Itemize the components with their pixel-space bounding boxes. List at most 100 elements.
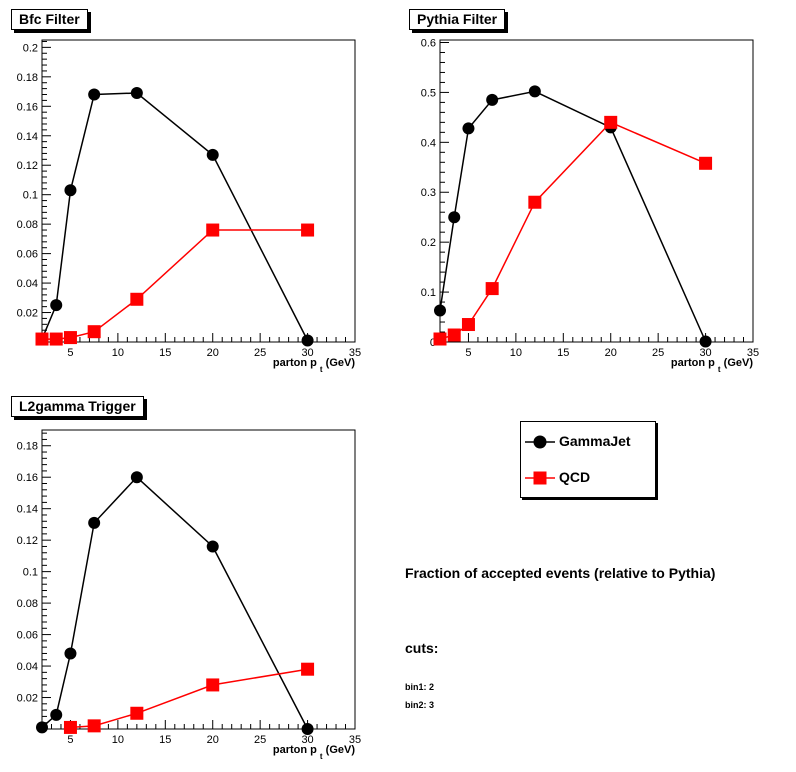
- legend-item-gammajet: GammaJet: [521, 427, 655, 457]
- data-point: [206, 223, 220, 237]
- y-tick-label: 0.04: [17, 278, 38, 290]
- y-tick-label: 0.02: [17, 693, 38, 705]
- data-point: [528, 85, 541, 98]
- y-tick-label: 0.12: [17, 160, 38, 172]
- data-point: [36, 721, 48, 734]
- y-tick-label: 0.14: [17, 131, 38, 143]
- data-point: [301, 662, 315, 676]
- plot-frame: [41, 39, 356, 343]
- x-axis-label: parton p t (GeV): [273, 357, 355, 374]
- legend-item-qcd: QCD: [521, 463, 655, 493]
- series-line: [41, 92, 309, 341]
- y-tick-label: 0.04: [17, 661, 38, 673]
- plot-frame: [41, 429, 356, 730]
- data-point: [486, 93, 499, 106]
- data-point: [301, 723, 314, 735]
- x-tick-label: 25: [652, 347, 664, 359]
- x-tick-label: 25: [254, 347, 266, 359]
- data-point: [434, 304, 446, 317]
- square-marker-icon: [525, 471, 555, 485]
- x-tick-label: 5: [67, 347, 73, 359]
- data-point: [35, 332, 49, 346]
- data-point: [301, 334, 314, 347]
- series-line: [439, 90, 707, 342]
- plot-panel-2: 5 10 15 20 25 30 35 0 0.1 0.2 0.3 0.4 0.5 0.6 parton p…: [421, 37, 759, 374]
- y-tick-label: 0.16: [17, 472, 38, 484]
- series-line: [41, 476, 309, 730]
- y-tick-label: 0.06: [17, 249, 38, 261]
- x-tick-label: 30: [301, 347, 313, 359]
- data-point: [448, 211, 461, 224]
- data-point: [433, 332, 447, 346]
- cuts-bin2: bin2: 3: [405, 700, 435, 710]
- legend-label: QCD: [559, 469, 591, 485]
- y-tick-label: 0.1: [23, 567, 38, 579]
- x-tick-label: 15: [159, 347, 171, 359]
- data-point: [461, 318, 475, 332]
- y-tick-label: 0: [430, 337, 436, 349]
- data-point: [88, 88, 101, 101]
- data-point: [130, 87, 143, 100]
- series-gammajet: [36, 471, 314, 735]
- legend: GammaJet QCD: [520, 421, 656, 498]
- y-tick-label: 0.16: [17, 101, 38, 113]
- data-point: [485, 282, 499, 296]
- y-tick-label: 0.2: [421, 237, 436, 249]
- series-line: [439, 121, 706, 340]
- data-point: [462, 122, 475, 135]
- data-point: [50, 299, 63, 312]
- x-axis-label: parton p t (GeV): [671, 357, 753, 374]
- x-tick-label: 10: [112, 734, 124, 746]
- data-point: [88, 516, 101, 529]
- data-point: [63, 331, 77, 345]
- x-tick-label: 20: [207, 347, 219, 359]
- x-tick-label: 15: [557, 347, 569, 359]
- y-tick-label: 0.6: [421, 37, 436, 49]
- data-point: [87, 719, 101, 733]
- x-tick-label: 10: [510, 347, 522, 359]
- data-point: [528, 195, 542, 209]
- y-tick-label: 0.1: [421, 287, 436, 299]
- data-point: [699, 335, 712, 348]
- data-point: [64, 647, 77, 660]
- series-qcd: [63, 662, 315, 734]
- data-point: [63, 720, 77, 734]
- cuts-bin1: bin1: 2: [405, 682, 435, 692]
- series-qcd: [35, 223, 315, 346]
- x-tick-label: 30: [699, 347, 711, 359]
- y-tick-label: 0.18: [17, 72, 38, 84]
- data-point: [206, 148, 219, 161]
- x-tick-label: 30: [301, 734, 313, 746]
- data-point: [130, 292, 144, 306]
- data-point: [87, 325, 101, 339]
- plot-frame: [439, 39, 754, 343]
- x-tick-label: 5: [67, 734, 73, 746]
- x-tick-label: 20: [605, 347, 617, 359]
- y-tick-label: 0.5: [421, 87, 436, 99]
- series-line: [70, 668, 308, 729]
- y-tick-label: 0.4: [421, 137, 436, 149]
- x-tick-label: 35: [747, 347, 759, 359]
- series-qcd: [433, 115, 713, 346]
- data-point: [699, 156, 713, 170]
- data-point: [49, 332, 63, 346]
- x-tick-label: 5: [465, 347, 471, 359]
- y-tick-label: 0.08: [17, 219, 38, 231]
- x-tick-label: 25: [254, 734, 266, 746]
- y-tick-label: 0.18: [17, 441, 38, 453]
- y-tick-label: 0.06: [17, 630, 38, 642]
- series-gammajet: [36, 87, 314, 347]
- x-tick-label: 20: [207, 734, 219, 746]
- x-tick-label: 35: [349, 347, 361, 359]
- circle-marker-icon: [525, 435, 555, 449]
- x-tick-label: 10: [112, 347, 124, 359]
- data-point: [206, 540, 219, 553]
- series-gammajet: [434, 85, 712, 348]
- legend-label: GammaJet: [559, 433, 631, 449]
- y-tick-label: 0.1: [23, 190, 38, 202]
- y-tick-label: 0.14: [17, 504, 38, 516]
- data-point: [206, 678, 220, 692]
- data-point: [301, 223, 315, 237]
- y-tick-label: 0.08: [17, 598, 38, 610]
